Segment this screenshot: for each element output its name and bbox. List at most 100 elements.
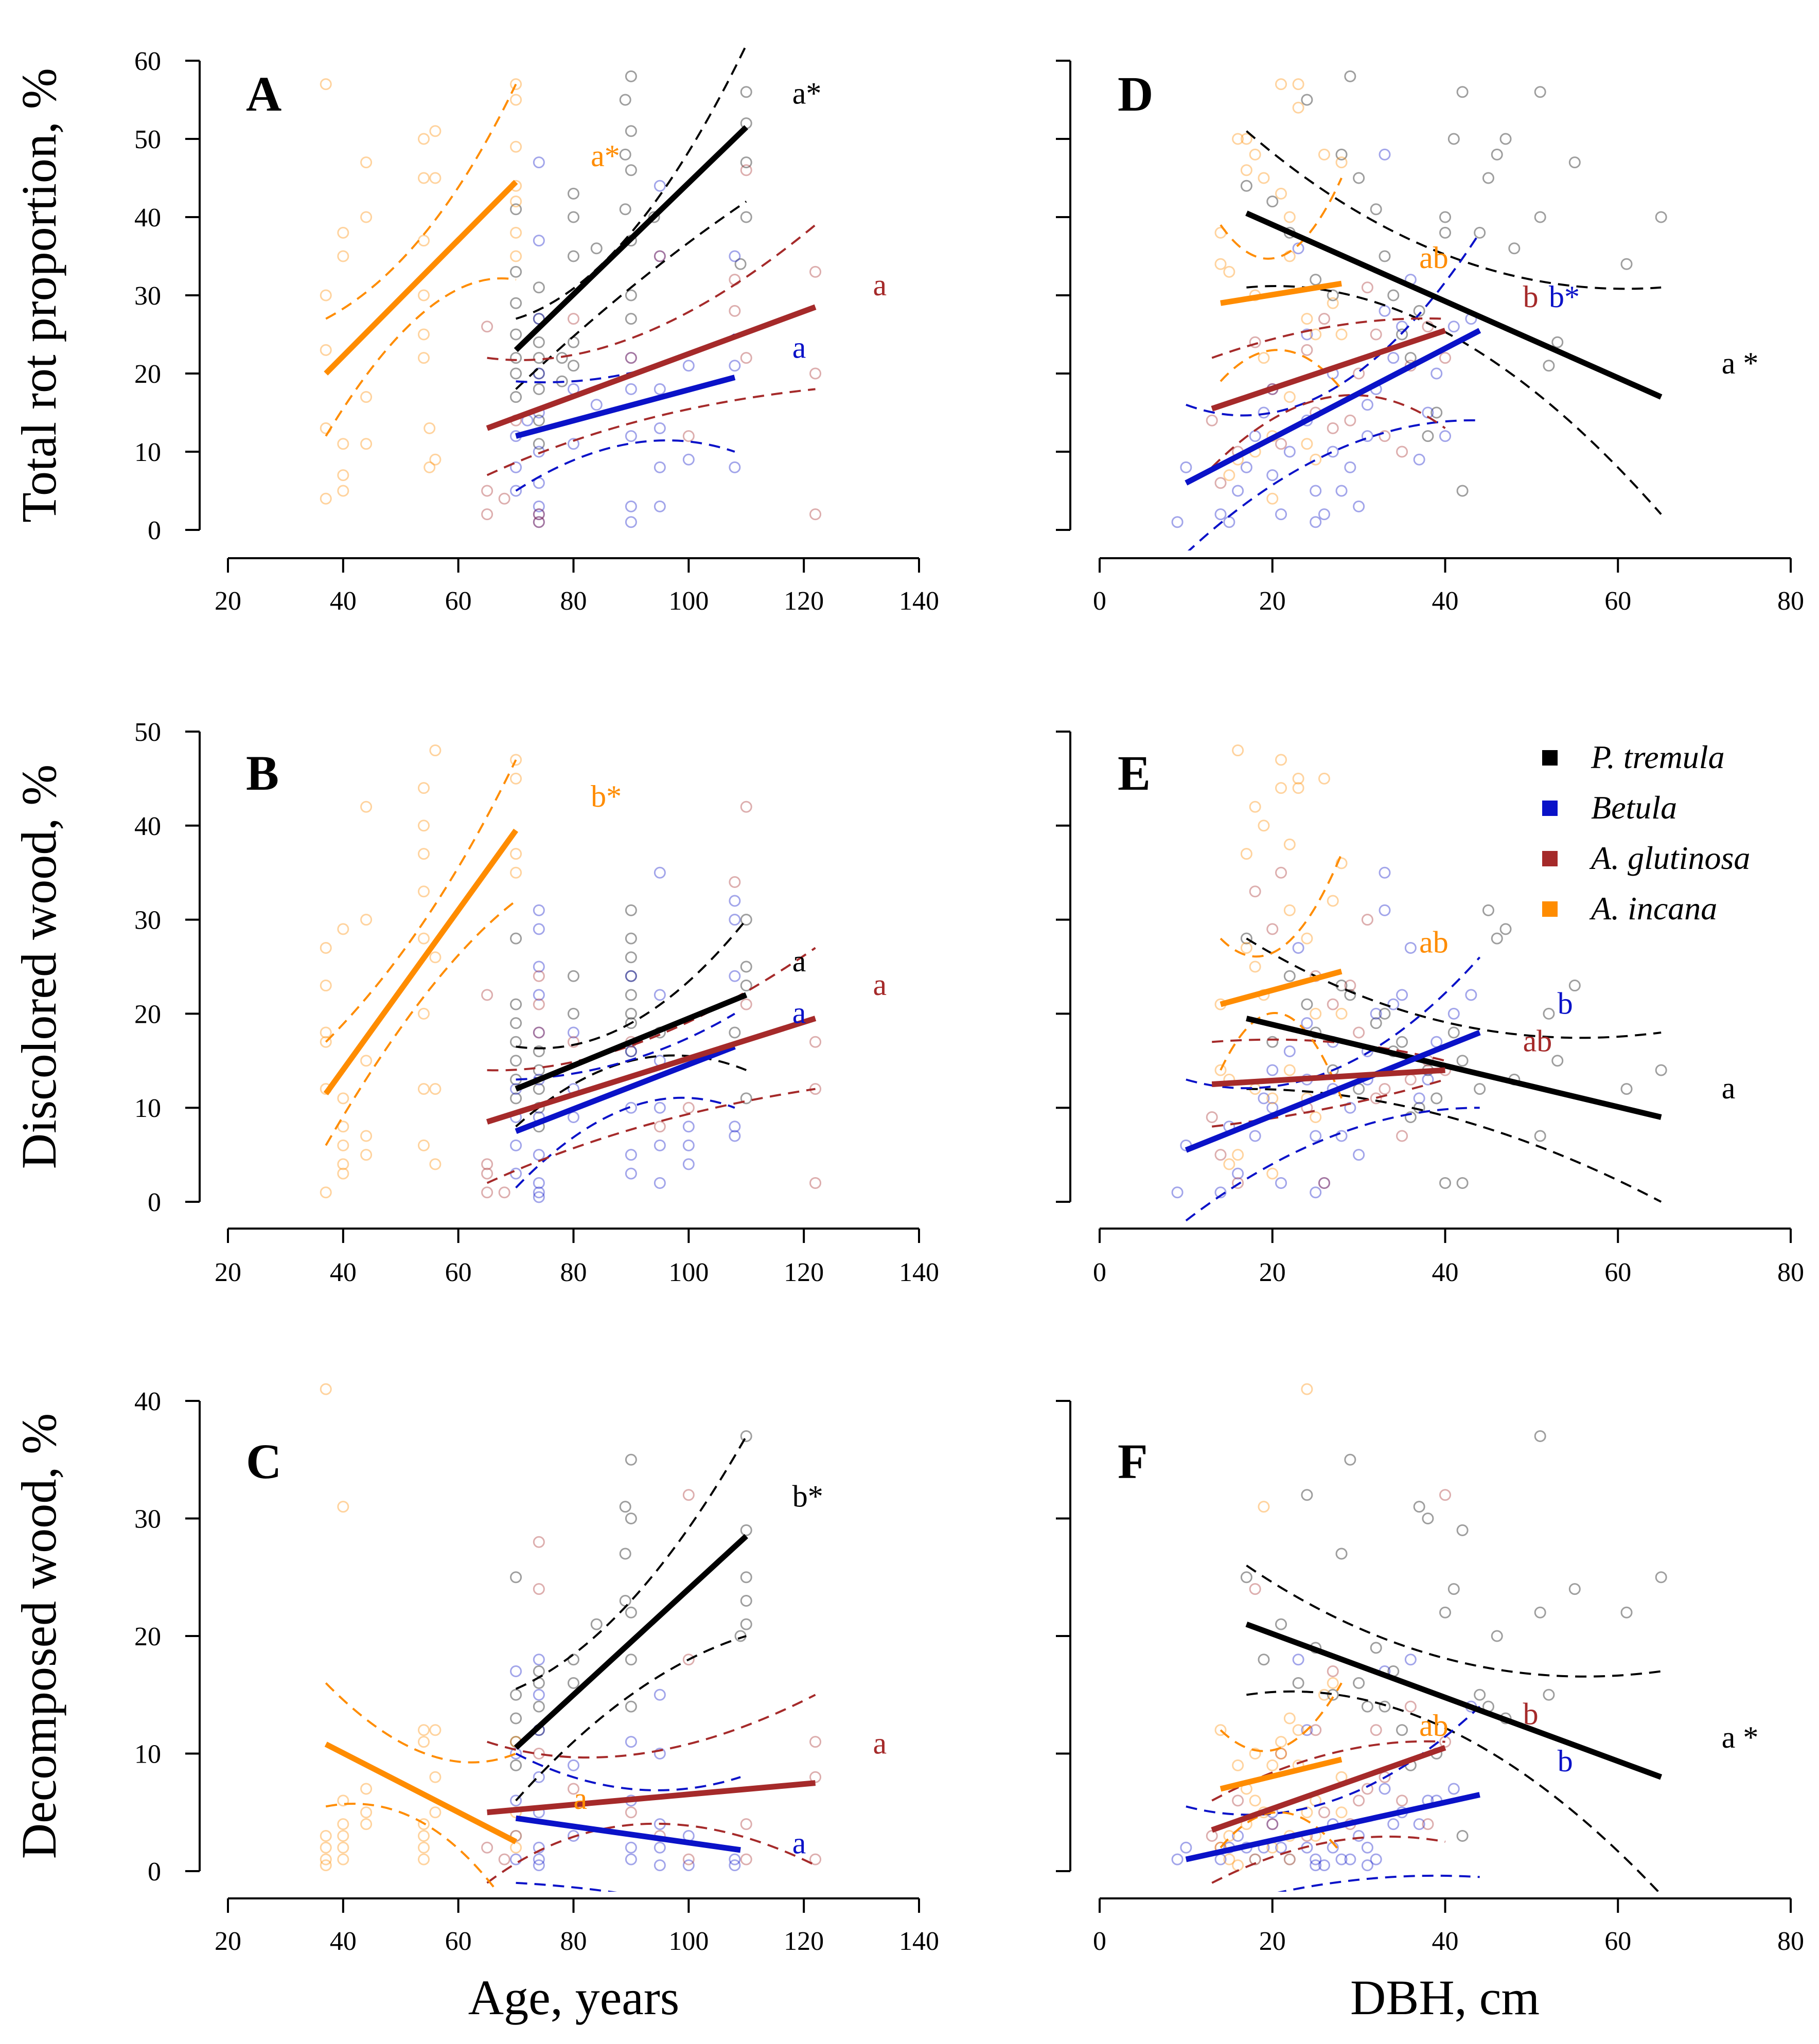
point-betula bbox=[654, 1101, 666, 1114]
point-p-tremula bbox=[510, 1571, 522, 1584]
ci-lower-a-incana bbox=[325, 1802, 499, 1892]
ci-upper-a-glutinosa bbox=[487, 1694, 816, 1759]
point-p-tremula bbox=[510, 1092, 522, 1105]
point-p-tremula bbox=[1482, 172, 1494, 184]
point-a-incana bbox=[1214, 258, 1227, 270]
point-a-glutinosa bbox=[533, 998, 545, 1010]
plot-area bbox=[320, 1383, 822, 1892]
x-tick-label: 80 bbox=[560, 1258, 587, 1287]
point-a-glutinosa bbox=[809, 1177, 822, 1189]
fit-line-a-incana bbox=[324, 1741, 518, 1844]
point-p-tremula bbox=[1292, 1677, 1304, 1689]
point-a-glutinosa bbox=[1404, 1700, 1417, 1713]
sig-label-a-glutinosa: a bbox=[873, 1727, 887, 1761]
sig-label-p-tremula: a * bbox=[1722, 346, 1759, 380]
point-p-tremula bbox=[740, 914, 752, 926]
point-a-glutinosa bbox=[481, 1158, 493, 1170]
point-p-tremula bbox=[1404, 1111, 1417, 1123]
point-a-incana bbox=[429, 1724, 441, 1736]
point-a-incana bbox=[1223, 1829, 1235, 1842]
point-p-tremula bbox=[510, 328, 522, 341]
point-a-incana bbox=[320, 1036, 332, 1048]
point-betula bbox=[533, 1771, 545, 1783]
point-a-incana bbox=[360, 211, 373, 223]
panel-letter: E bbox=[1118, 745, 1151, 801]
point-a-glutinosa bbox=[1249, 336, 1261, 348]
point-a-incana bbox=[320, 980, 332, 992]
point-a-incana bbox=[418, 172, 430, 184]
ci-upper-p-tremula bbox=[1246, 130, 1662, 290]
point-p-tremula bbox=[1379, 1700, 1391, 1713]
point-p-tremula bbox=[1344, 70, 1356, 82]
point-p-tremula bbox=[1439, 1606, 1451, 1619]
point-betula bbox=[1310, 516, 1322, 528]
point-a-glutinosa bbox=[1249, 1583, 1261, 1595]
point-betula bbox=[654, 1688, 666, 1701]
point-p-tremula bbox=[740, 1571, 752, 1584]
point-p-tremula bbox=[1620, 258, 1633, 270]
point-a-incana bbox=[1301, 932, 1313, 945]
point-betula bbox=[1258, 1092, 1270, 1105]
point-betula bbox=[625, 1853, 637, 1865]
point-betula bbox=[1275, 1841, 1287, 1854]
point-betula bbox=[1431, 367, 1443, 380]
x-tick-label: 140 bbox=[899, 1258, 939, 1287]
point-p-tremula bbox=[510, 1055, 522, 1067]
ci-lower-a-glutinosa bbox=[486, 388, 816, 476]
point-betula bbox=[1344, 461, 1356, 473]
fit-line-p-tremula bbox=[1245, 210, 1663, 400]
point-p-tremula bbox=[619, 1501, 631, 1513]
point-a-incana bbox=[429, 951, 441, 964]
point-p-tremula bbox=[625, 1700, 637, 1713]
panel-letter: D bbox=[1118, 66, 1153, 121]
point-a-incana bbox=[510, 140, 522, 153]
point-a-glutinosa bbox=[533, 1026, 545, 1039]
panel-letter: C bbox=[246, 1434, 281, 1489]
point-p-tremula bbox=[533, 438, 545, 450]
point-betula bbox=[625, 1841, 637, 1854]
ci-upper-p-tremula bbox=[516, 919, 747, 1050]
point-p-tremula bbox=[510, 203, 522, 216]
point-a-glutinosa bbox=[682, 1489, 695, 1501]
point-a-incana bbox=[337, 250, 349, 262]
point-a-incana bbox=[1335, 857, 1348, 869]
ci-lower-a-incana bbox=[1220, 1811, 1343, 1854]
sig-label-a-incana: a bbox=[574, 1782, 588, 1816]
point-p-tremula bbox=[625, 289, 637, 301]
point-p-tremula bbox=[1240, 932, 1252, 945]
x-tick-label: 100 bbox=[668, 586, 709, 616]
x-tick-label: 100 bbox=[668, 1258, 709, 1287]
point-a-incana bbox=[360, 156, 373, 169]
x-tick-label: 20 bbox=[1259, 586, 1286, 616]
point-betula bbox=[1232, 1167, 1244, 1180]
point-betula bbox=[1214, 508, 1227, 521]
point-p-tremula bbox=[625, 1007, 637, 1020]
x-tick-label: 60 bbox=[445, 586, 472, 616]
ci-upper-a-incana bbox=[1220, 1682, 1343, 1752]
point-betula bbox=[1387, 998, 1400, 1010]
point-p-tremula bbox=[533, 1700, 545, 1713]
point-p-tremula bbox=[1655, 211, 1667, 223]
point-betula bbox=[1361, 430, 1373, 442]
sig-label-betula: b bbox=[1558, 986, 1573, 1020]
point-p-tremula bbox=[568, 250, 579, 262]
point-a-glutinosa bbox=[498, 1853, 510, 1865]
point-a-incana bbox=[418, 133, 430, 145]
point-p-tremula bbox=[510, 1017, 522, 1029]
point-p-tremula bbox=[1474, 1083, 1486, 1095]
ci-lower-a-glutinosa bbox=[486, 1088, 816, 1184]
y-tick-label: 60 bbox=[134, 47, 161, 76]
sig-label-a-glutinosa: b bbox=[1523, 280, 1539, 314]
point-a-glutinosa bbox=[1266, 1818, 1279, 1830]
x-tick-label: 0 bbox=[1093, 586, 1106, 616]
point-betula bbox=[682, 1139, 695, 1151]
point-a-incana bbox=[337, 1501, 349, 1513]
point-a-glutinosa bbox=[481, 1167, 493, 1180]
point-a-glutinosa bbox=[1214, 1149, 1227, 1161]
point-p-tremula bbox=[1283, 970, 1296, 982]
ci-upper-a-incana bbox=[1220, 853, 1343, 958]
point-p-tremula bbox=[510, 1759, 522, 1771]
y-tick-label: 40 bbox=[134, 1387, 161, 1416]
x-tick-label: 20 bbox=[215, 1927, 241, 1956]
x-tick-label: 40 bbox=[330, 1258, 357, 1287]
